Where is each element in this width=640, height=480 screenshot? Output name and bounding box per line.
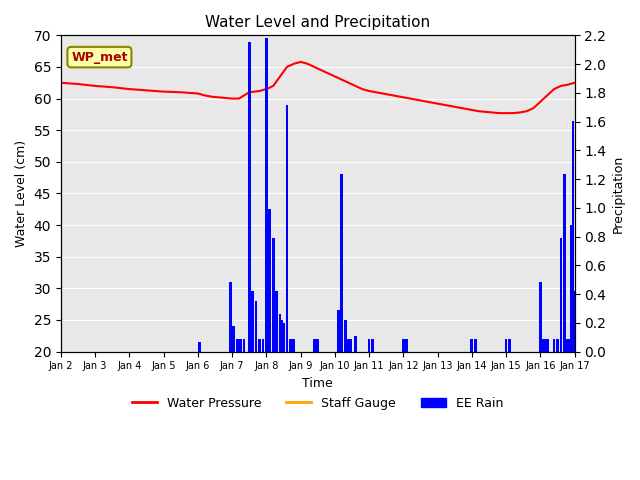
X-axis label: Time: Time (302, 377, 333, 390)
Bar (559, 238, 563, 351)
Bar (544, 339, 547, 351)
Bar (470, 339, 473, 351)
Bar (236, 339, 239, 351)
Bar (285, 105, 288, 351)
Bar (566, 339, 569, 351)
Bar (577, 339, 579, 351)
Text: WP_met: WP_met (71, 50, 127, 64)
Bar (349, 339, 351, 351)
Bar (268, 209, 271, 351)
Bar (248, 42, 251, 351)
Bar (539, 282, 541, 351)
Bar (505, 339, 508, 351)
Bar (239, 339, 242, 351)
Bar (265, 38, 268, 351)
Bar (278, 313, 282, 351)
Bar (252, 291, 254, 351)
Bar (258, 339, 261, 351)
Y-axis label: Precipitation: Precipitation (612, 154, 625, 233)
Bar (262, 339, 264, 351)
Bar (573, 291, 576, 351)
Bar (340, 174, 343, 351)
Bar (348, 339, 350, 351)
Bar (570, 225, 573, 351)
Bar (568, 339, 571, 351)
Bar (316, 339, 319, 351)
Bar (543, 339, 545, 351)
Bar (232, 326, 236, 351)
Bar (275, 291, 278, 351)
Bar (243, 339, 246, 351)
Title: Water Level and Precipitation: Water Level and Precipitation (205, 15, 430, 30)
Bar (575, 339, 578, 351)
Bar (354, 336, 356, 351)
Bar (474, 339, 477, 351)
Bar (344, 320, 346, 351)
Bar (572, 120, 574, 351)
Bar (292, 339, 295, 351)
Bar (368, 339, 371, 351)
Bar (371, 339, 374, 351)
Bar (229, 282, 232, 351)
Bar (198, 342, 201, 351)
Bar (313, 339, 316, 351)
Bar (508, 339, 511, 351)
Bar (272, 238, 275, 351)
Bar (556, 339, 559, 351)
Legend: Water Pressure, Staff Gauge, EE Rain: Water Pressure, Staff Gauge, EE Rain (127, 392, 509, 415)
Bar (289, 339, 292, 351)
Bar (405, 339, 408, 351)
Bar (563, 174, 566, 351)
Y-axis label: Water Level (cm): Water Level (cm) (15, 140, 28, 247)
Bar (553, 339, 556, 351)
Bar (255, 301, 257, 351)
Bar (282, 323, 285, 351)
Bar (337, 311, 340, 351)
Bar (546, 339, 548, 351)
Bar (280, 320, 283, 351)
Bar (402, 339, 404, 351)
